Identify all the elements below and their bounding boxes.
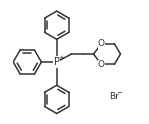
Text: O: O xyxy=(98,39,105,48)
Text: Br: Br xyxy=(109,92,119,101)
Text: P: P xyxy=(54,57,60,67)
Text: −: − xyxy=(116,90,122,96)
Text: O: O xyxy=(98,60,105,69)
Text: +: + xyxy=(58,55,64,61)
